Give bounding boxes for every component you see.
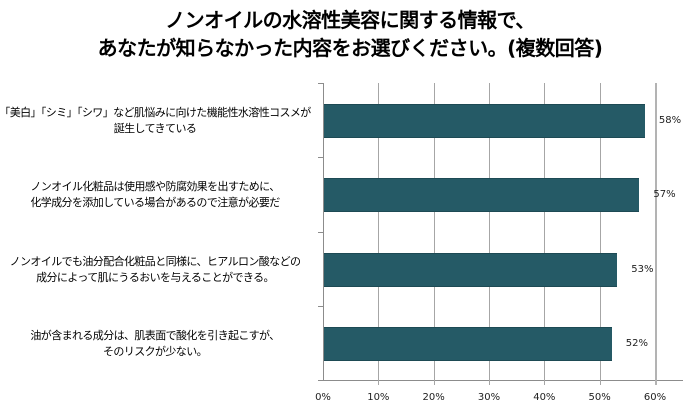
x-tick-label: 10%	[367, 392, 390, 403]
x-tick-label: 20%	[422, 392, 445, 403]
category-label: 「美白」「シミ」「シワ」など肌悩みに向けた機能性水溶性コスメが 誕生してきている	[0, 105, 315, 137]
gridline	[544, 83, 546, 385]
category-label-line: ノンオイルでも油分配合化粧品と同様に、ヒアルロン酸などの	[9, 254, 301, 268]
y-tick	[318, 83, 323, 84]
x-tick-label: 40%	[533, 392, 556, 403]
title-line-1: ノンオイルの水溶性美容に関する情報で、	[165, 8, 535, 32]
bar	[324, 104, 645, 138]
category-label-line: 誕生してきている	[113, 122, 197, 135]
category-label-line: 化学成分を添加している場合があるので注意が必要だ	[30, 196, 280, 210]
x-tick-label: 0%	[315, 392, 331, 403]
y-tick	[318, 306, 323, 307]
bar	[324, 326, 612, 361]
x-tick-label: 50%	[588, 392, 611, 403]
y-tick	[318, 157, 323, 158]
title-line-2: あなたが知らなかった内容をお選びください。(複数回答)	[97, 36, 603, 60]
value-label: 52%	[625, 337, 648, 349]
category-label-line: 「美白」「シミ」「シワ」など肌悩みに向けた機能性水溶性コスメが	[0, 106, 311, 119]
x-tick-label: 60%	[643, 392, 667, 403]
bar	[324, 252, 618, 287]
category-label: ノンオイル化粧品は使用感や防腐効果を出すために、 化学成分を添加している場合がある…	[0, 179, 315, 211]
category-label: ノンオイルでも油分配合化粧品と同様に、ヒアルロン酸などの 成分によって肌にうるおい…	[0, 254, 315, 286]
gridline	[489, 83, 490, 385]
gridline	[433, 83, 435, 385]
category-label-line: 成分によって肌にうるおいを与えることができる。	[36, 270, 274, 284]
plot-area: 58% 57% 53% 52%	[318, 83, 683, 385]
gridline	[599, 83, 601, 385]
gridline	[378, 83, 380, 385]
category-label-line: 油が含まれる成分は、肌表面で酸化を引き起こすが、	[30, 328, 280, 342]
category-label-line: ノンオイル化粧品は使用感や防腐効果を出すために、	[30, 180, 280, 194]
chart-title: ノンオイルの水溶性美容に関する情報で、 あなたが知らなかった内容をお選びください…	[0, 6, 700, 62]
y-axis	[323, 83, 324, 380]
value-label: 53%	[631, 263, 654, 275]
value-label: 58%	[658, 115, 682, 126]
y-tick	[318, 232, 323, 233]
x-axis	[323, 380, 683, 381]
gridline	[655, 83, 657, 385]
y-tick	[318, 380, 323, 381]
value-label: 57%	[653, 189, 676, 201]
category-label-line: そのリスクが少ない。	[103, 344, 208, 358]
bar	[324, 178, 640, 213]
x-tick-label: 30%	[477, 392, 501, 403]
category-label: 油が含まれる成分は、肌表面で酸化を引き起こすが、 そのリスクが少ない。	[0, 328, 315, 360]
